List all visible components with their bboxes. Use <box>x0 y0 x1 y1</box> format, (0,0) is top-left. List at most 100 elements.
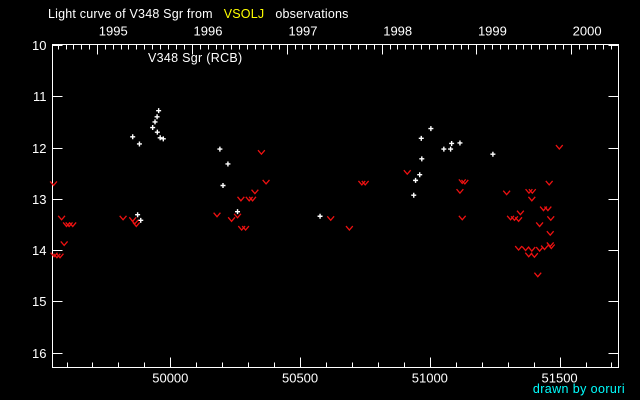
upper-limit-point <box>361 180 370 186</box>
x-axis-tick-label: 50000 <box>152 371 188 386</box>
upper-limit-point <box>528 188 537 195</box>
upper-limit-point <box>502 190 511 196</box>
upper-limit-point <box>357 180 366 186</box>
upper-limit-point <box>510 215 519 222</box>
x-axis-tick-label: 51000 <box>412 371 448 386</box>
detection-point <box>157 135 163 141</box>
upper-limit-point <box>530 252 539 259</box>
upper-limit-point <box>233 213 242 219</box>
upper-limit-point <box>56 253 64 259</box>
detection-point <box>419 156 425 162</box>
upper-limit-point <box>248 196 257 202</box>
detection-point <box>457 140 463 146</box>
detection-point <box>130 134 136 140</box>
credit-text: drawn by ooruri <box>532 382 625 396</box>
detection-point <box>220 182 226 188</box>
detection-point <box>235 209 241 215</box>
detection-point <box>138 217 144 223</box>
upper-limit-point <box>57 215 66 221</box>
upper-limit-point <box>547 244 556 250</box>
upper-limit-point <box>245 196 254 202</box>
detection-point <box>154 129 160 135</box>
object-label: V348 Sgr (RCB) <box>148 51 243 65</box>
year-label: 2000 <box>573 24 602 39</box>
upper-limit-point <box>119 215 127 221</box>
upper-limit-point <box>326 215 335 222</box>
detection-point <box>449 140 455 146</box>
y-axis-label: 16 <box>32 346 46 361</box>
upper-limit-point <box>130 219 139 225</box>
plot-border <box>52 44 619 368</box>
detection-point <box>136 141 142 147</box>
x-axis-tick-label: 50500 <box>282 371 318 386</box>
upper-limit-point <box>527 196 536 202</box>
upper-limit-point <box>458 178 467 185</box>
detection-point <box>418 135 424 141</box>
year-label: 1999 <box>478 24 507 39</box>
detection-point <box>448 146 454 152</box>
upper-limit-point <box>533 272 542 278</box>
upper-limit-point <box>527 246 536 253</box>
upper-limit-point <box>540 245 549 251</box>
title-prefix: Light curve of V348 Sgr from <box>48 7 213 21</box>
upper-limit-point <box>516 210 525 216</box>
detection-point <box>150 125 156 131</box>
upper-limit-point <box>544 206 552 212</box>
upper-limit-point <box>546 230 555 237</box>
detection-point <box>217 146 223 152</box>
year-label: 1996 <box>194 24 223 39</box>
upper-limit-point <box>403 169 412 176</box>
title-vsolj: VSOLJ <box>223 7 265 21</box>
detection-point <box>135 212 141 218</box>
detection-point <box>156 108 162 114</box>
year-label: 1998 <box>383 24 412 39</box>
upper-limit-point <box>262 179 270 185</box>
upper-limit-point <box>62 222 71 228</box>
detection-point <box>441 146 447 152</box>
upper-limit-point <box>535 246 544 253</box>
upper-limit-point <box>506 215 515 221</box>
upper-limit-point <box>535 222 544 228</box>
upper-limit-point <box>521 246 530 252</box>
upper-limit-point <box>251 189 259 195</box>
upper-limit-point <box>65 222 74 228</box>
upper-limit-point <box>514 216 523 223</box>
upper-limit-point <box>237 196 245 202</box>
detection-point <box>411 192 417 198</box>
y-axis-label: 14 <box>32 243 46 258</box>
upper-limit-point <box>68 222 77 228</box>
upper-limit-point <box>257 149 266 156</box>
upper-limit-point <box>241 225 250 232</box>
upper-limit-point <box>53 253 61 259</box>
upper-limit-point <box>514 245 523 252</box>
y-axis-label: 10 <box>32 38 46 53</box>
upper-limit-point <box>132 222 141 228</box>
upper-limit-point <box>345 225 354 232</box>
detection-point <box>490 151 496 157</box>
upper-limit-point <box>545 180 554 186</box>
title-suffix: observations <box>275 7 349 21</box>
detection-point <box>417 172 423 178</box>
upper-limit-point <box>525 188 533 195</box>
upper-limit-point <box>456 188 464 195</box>
detection-point <box>160 136 166 142</box>
detection-point <box>413 177 419 183</box>
upper-limit-point <box>555 144 564 151</box>
year-label: 1995 <box>99 24 128 39</box>
upper-limit-point <box>546 215 555 222</box>
y-axis-label: 13 <box>32 192 46 207</box>
upper-limit-point <box>460 179 469 185</box>
upper-limit-point <box>60 241 69 247</box>
detection-point <box>225 161 231 167</box>
upper-limit-point <box>227 216 236 223</box>
y-axis-label: 15 <box>32 294 46 309</box>
detection-point <box>428 126 434 132</box>
chart-title: Light curve of V348 Sgr from VSOLJ observa… <box>48 6 349 22</box>
y-axis-label: 12 <box>32 141 46 156</box>
detection-point <box>317 213 323 219</box>
year-label: 1997 <box>289 24 318 39</box>
upper-limit-point <box>213 212 221 218</box>
x-axis-tick-label: 51500 <box>542 371 578 386</box>
